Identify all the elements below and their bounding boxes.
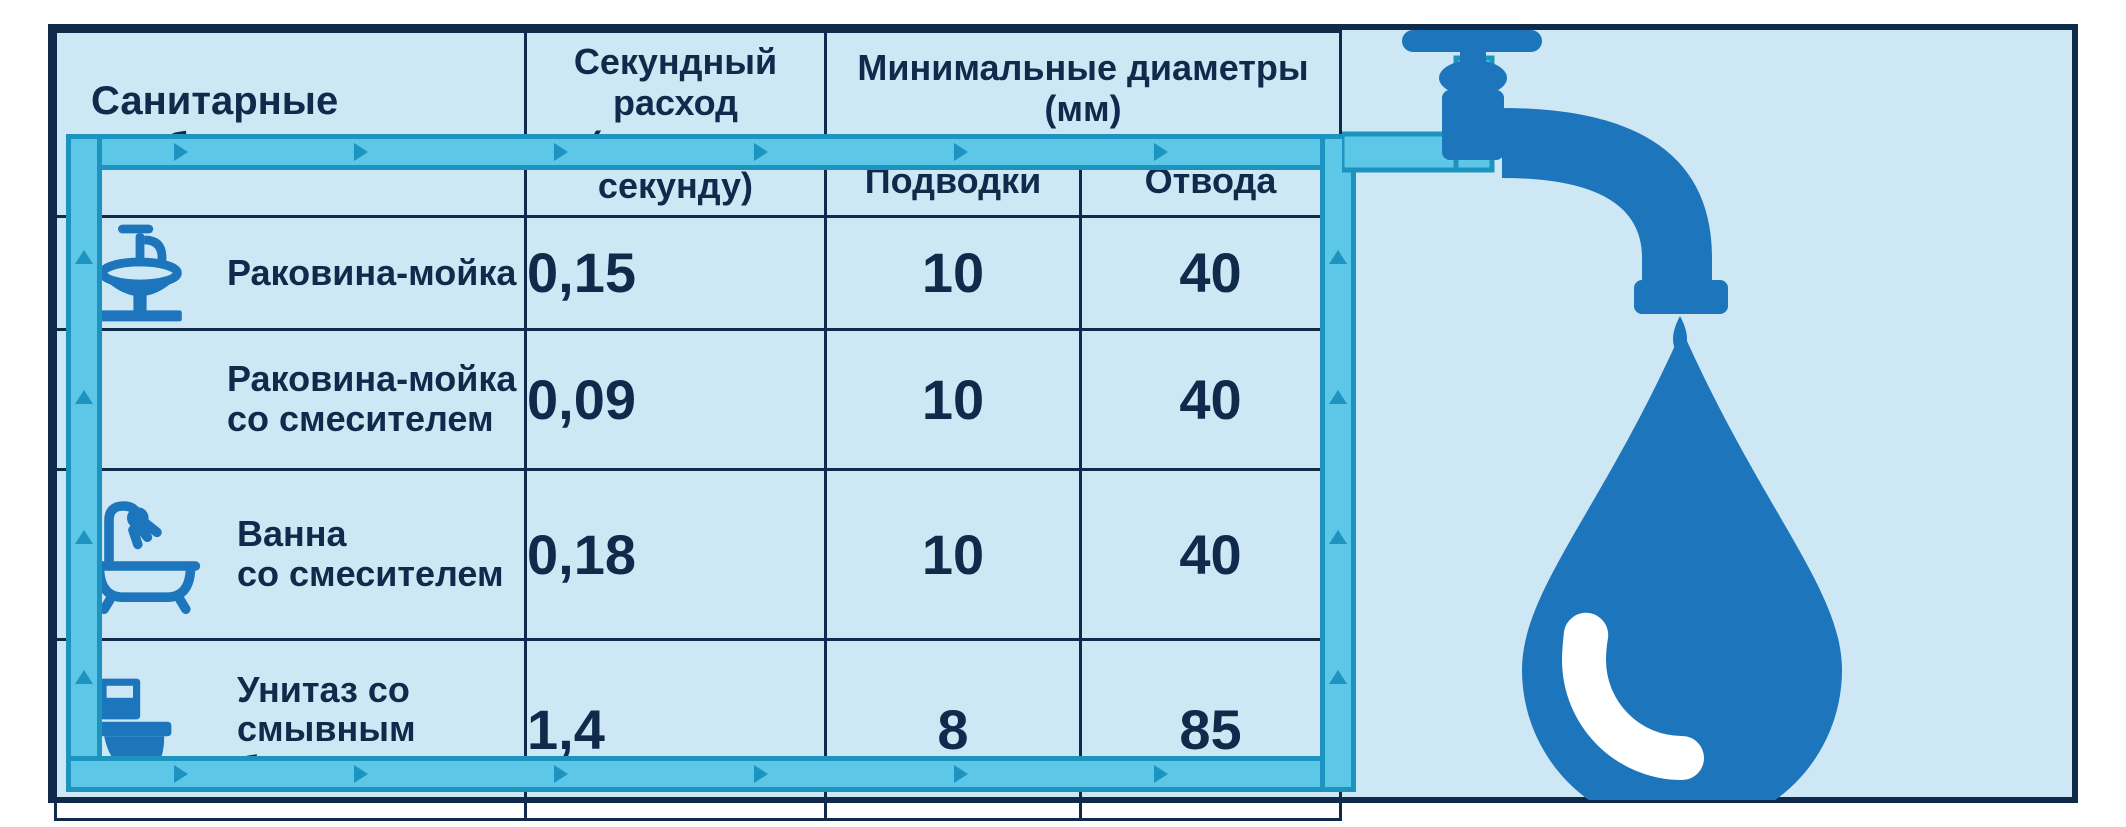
toilet-icon xyxy=(85,669,205,789)
plumbing-table: Санитарные приборы Секундный расход (лит… xyxy=(54,30,1342,821)
diameter-in: 10 xyxy=(826,329,1081,469)
flow-value: 0,15 xyxy=(526,216,826,329)
water-drop-icon xyxy=(1522,330,1842,800)
header-flow: Секундный расход (литров в секунду) xyxy=(526,32,826,217)
device-label: Раковина-мойка со смесителем xyxy=(227,359,516,438)
diameter-out: 40 xyxy=(1081,329,1341,469)
header-diameters: Минимальные диаметры (мм) xyxy=(826,32,1341,145)
table-row: Ванна со смесителем 0,18 10 40 xyxy=(56,469,1341,639)
diameter-in: 8 xyxy=(826,639,1081,819)
flow-value: 0,09 xyxy=(526,329,826,469)
diameter-out: 40 xyxy=(1081,469,1341,639)
bath-icon xyxy=(85,494,205,614)
device-label: Раковина-мойка xyxy=(227,253,516,293)
diameter-out: 85 xyxy=(1081,639,1341,819)
subheader-out: Отвода xyxy=(1081,145,1341,217)
faucet-art xyxy=(1342,30,2072,797)
diameter-in: 10 xyxy=(826,216,1081,329)
sink-icon xyxy=(85,218,195,328)
table-row: Раковина-мойка со смесителем 0,09 10 40 xyxy=(56,329,1341,469)
header-devices: Санитарные приборы xyxy=(56,32,526,217)
diameter-in: 10 xyxy=(826,469,1081,639)
flow-value: 1,4 xyxy=(526,639,826,819)
subheader-in: Подводки xyxy=(826,145,1081,217)
device-label: Ванна со смесителем xyxy=(237,514,504,593)
flow-value: 0,18 xyxy=(526,469,826,639)
table-row: Унитаз со смывным бачком 1,4 8 85 xyxy=(56,639,1341,819)
infographic-card: Санитарные приборы Секундный расход (лит… xyxy=(48,24,2078,803)
device-label: Унитаз со смывным бачком xyxy=(237,670,524,789)
table-row: Раковина-мойка 0,15 10 40 xyxy=(56,216,1341,329)
diameter-out: 40 xyxy=(1081,216,1341,329)
